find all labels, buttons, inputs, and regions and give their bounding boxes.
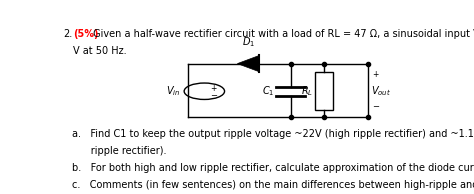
Text: (5%): (5%) bbox=[73, 29, 99, 39]
Text: $V_{out}$: $V_{out}$ bbox=[372, 84, 392, 98]
Text: 2.: 2. bbox=[64, 29, 73, 39]
Text: Given a half-wave rectifier circuit with a load of RL = 47 Ω, a sinusoidal input: Given a half-wave rectifier circuit with… bbox=[90, 29, 474, 39]
Text: b.   For both high and low ripple rectifier, calculate approximation of the diod: b. For both high and low ripple rectifie… bbox=[72, 163, 474, 173]
Polygon shape bbox=[237, 55, 259, 72]
Text: ripple rectifier).: ripple rectifier). bbox=[72, 146, 166, 156]
Text: $C_1$: $C_1$ bbox=[262, 84, 274, 98]
Text: −: − bbox=[210, 91, 217, 100]
Text: −: − bbox=[372, 102, 379, 111]
Text: $V_{in}$: $V_{in}$ bbox=[166, 84, 181, 98]
Text: $R_L$: $R_L$ bbox=[301, 84, 313, 98]
Text: +: + bbox=[210, 84, 216, 93]
Text: a.   Find C1 to keep the output ripple voltage ~22V (high ripple rectifier) and : a. Find C1 to keep the output ripple vol… bbox=[72, 129, 474, 139]
Text: +: + bbox=[372, 70, 379, 79]
Text: $D_1$: $D_1$ bbox=[242, 35, 255, 49]
Text: V at 50 Hz.: V at 50 Hz. bbox=[73, 46, 127, 56]
Text: c.   Comments (in few sentences) on the main differences between high-ripple and: c. Comments (in few sentences) on the ma… bbox=[72, 180, 474, 190]
